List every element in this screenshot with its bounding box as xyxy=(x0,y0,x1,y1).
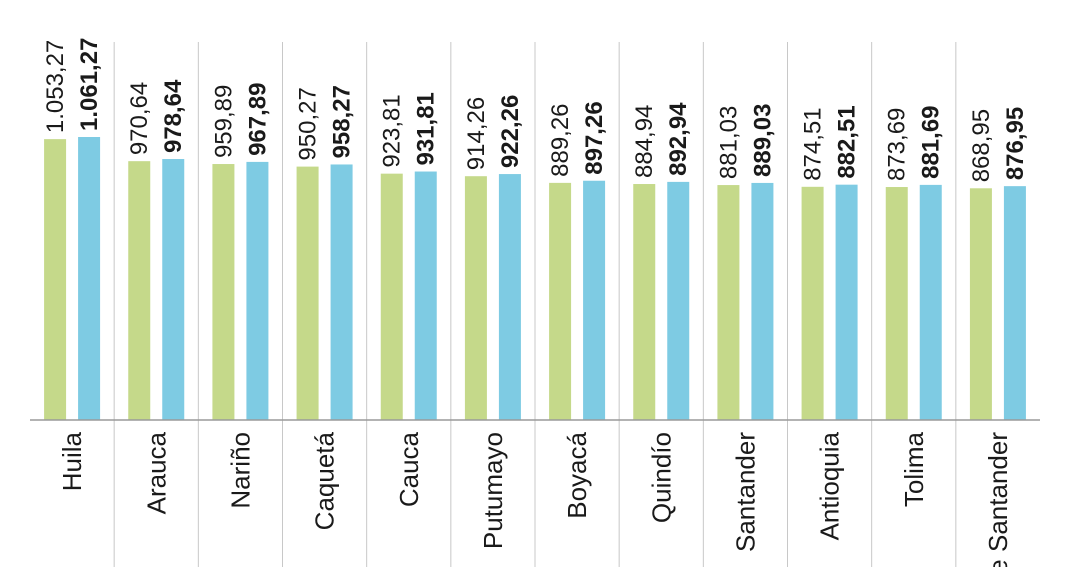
bar-series-2-3 xyxy=(330,164,353,420)
value-label-series-1-9: 874,51 xyxy=(800,107,827,180)
category-label-0: Huila xyxy=(57,431,87,491)
bar-series-1-4 xyxy=(380,173,403,420)
bar-series-1-2 xyxy=(212,164,235,420)
value-label-series-1-5: 914,26 xyxy=(463,97,490,170)
category-labels: Huila Arauca Nariño Caquetá Cauca Putumayo Boy… xyxy=(57,431,1013,567)
value-label-series-2-4: 931,81 xyxy=(413,92,440,165)
category-label-5: Putumayo xyxy=(478,432,508,549)
bar-series-1-5 xyxy=(464,176,487,420)
bar-series-1-0 xyxy=(44,139,67,420)
value-label-series-2-6: 897,26 xyxy=(581,101,608,174)
value-label-series-1-11: 868,95 xyxy=(968,109,995,182)
bar-series-2-9 xyxy=(835,184,858,420)
category-label-11: de Santander xyxy=(983,432,1013,567)
bar-series-2-4 xyxy=(414,171,437,420)
category-label-10: Tolima xyxy=(899,431,929,507)
bar-series-1-11 xyxy=(969,188,992,420)
category-label-7: Quindío xyxy=(646,432,676,523)
category-label-8: Santander xyxy=(730,432,760,552)
bar-series-2-5 xyxy=(498,174,521,420)
bar-series-2-2 xyxy=(246,161,269,420)
bar-series-1-8 xyxy=(717,185,740,420)
value-label-series-1-6: 889,26 xyxy=(547,103,574,176)
bar-series-2-11 xyxy=(1003,186,1026,420)
value-label-series-1-1: 970,64 xyxy=(126,82,153,155)
value-label-series-2-3: 958,27 xyxy=(329,85,356,158)
bar-series-2-7 xyxy=(667,181,690,420)
value-label-series-2-10: 881,69 xyxy=(918,105,945,178)
value-label-series-2-8: 889,03 xyxy=(749,104,776,177)
bar-series-2-1 xyxy=(162,159,185,421)
value-label-series-1-4: 923,81 xyxy=(379,94,406,167)
value-label-series-2-7: 892,94 xyxy=(665,102,692,176)
bar-series-2-8 xyxy=(751,182,774,420)
value-label-series-1-8: 881,03 xyxy=(715,106,742,179)
value-labels: 1.053,27 1.061,27 970,64 978,64 959,89 967,89… xyxy=(42,38,1029,183)
bar-series-2-10 xyxy=(919,184,942,420)
bar-series-1-10 xyxy=(885,187,908,420)
value-label-series-2-11: 876,95 xyxy=(1002,107,1029,180)
bar-series-1-3 xyxy=(296,166,319,420)
bar-series-1-1 xyxy=(128,161,151,420)
value-label-series-2-2: 967,89 xyxy=(244,82,271,155)
value-label-series-2-9: 882,51 xyxy=(834,105,861,178)
value-label-series-1-10: 873,69 xyxy=(884,108,911,181)
category-label-2: Nariño xyxy=(225,432,255,509)
category-label-1: Arauca xyxy=(141,431,171,514)
category-label-4: Cauca xyxy=(394,431,424,507)
bar-series-1-7 xyxy=(633,184,656,420)
category-separators xyxy=(113,42,957,567)
value-label-series-2-1: 978,64 xyxy=(160,79,187,153)
category-label-9: Antioquia xyxy=(815,431,845,540)
category-label-6: Boyacá xyxy=(562,431,592,518)
bar-series-1-6 xyxy=(549,182,572,420)
value-label-series-1-3: 950,27 xyxy=(295,87,322,160)
category-label-3: Caquetá xyxy=(310,431,340,530)
value-label-series-1-2: 959,89 xyxy=(210,85,237,158)
value-label-series-1-7: 884,94 xyxy=(631,105,658,178)
bar-series-2-0 xyxy=(78,137,101,420)
value-label-series-2-0: 1.061,27 xyxy=(76,38,103,131)
bar-series-2-6 xyxy=(583,180,606,420)
bar-series-1-9 xyxy=(801,186,824,420)
value-label-series-2-5: 922,26 xyxy=(497,95,524,168)
bars xyxy=(44,137,1026,421)
value-label-series-1-0: 1.053,27 xyxy=(42,40,69,133)
